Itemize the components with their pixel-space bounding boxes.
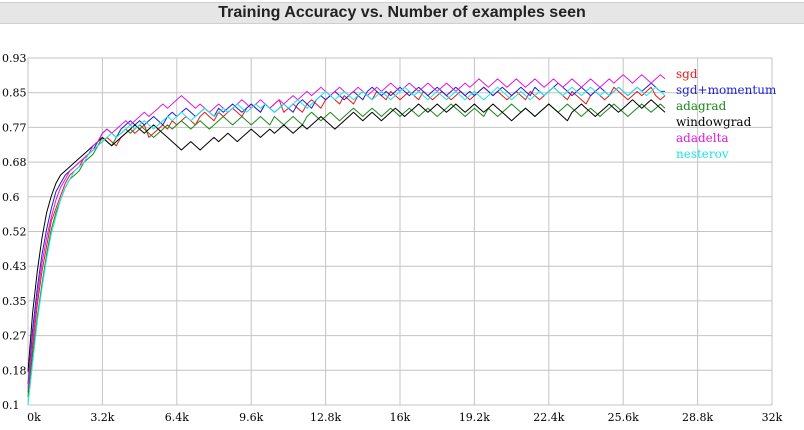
x-tick-label: 16k xyxy=(390,411,411,424)
legend-label-sgd: sgd xyxy=(676,67,698,81)
y-tick-label: 0.18 xyxy=(2,364,27,377)
y-tick-label: 0.35 xyxy=(2,295,27,308)
axis-tick-labels: 0k 3.2k 6.4k 9.6k 12.8k 16k 19.2k 22.4k 25.6k 28.… xyxy=(2,52,783,424)
series-line-nesterov xyxy=(27,86,666,406)
series-line-sgd xyxy=(27,86,666,393)
y-tick-label: 0.77 xyxy=(2,121,27,134)
x-tick-label: 22.4k xyxy=(533,411,564,424)
y-tick-label: 0.93 xyxy=(2,52,27,65)
y-tick-label: 0.85 xyxy=(2,87,27,100)
legend-label-adadelta: adadelta xyxy=(676,131,729,145)
x-tick-label: 32k xyxy=(762,411,783,424)
series-line-adagrad xyxy=(27,103,666,397)
x-tick-label: 25.6k xyxy=(608,411,639,424)
series-line-sgd-momentum xyxy=(27,82,665,385)
legend: sgd sgd+momentum adagrad windowgrad adadelta… xyxy=(676,67,777,161)
legend-label-windowgrad: windowgrad xyxy=(676,115,752,129)
x-tick-label: 6.4k xyxy=(165,411,189,424)
grid-lines xyxy=(27,57,773,406)
legend-label-sgd-momentum: sgd+momentum xyxy=(676,83,777,97)
x-tick-label: 12.8k xyxy=(310,411,341,424)
y-tick-label: 0.27 xyxy=(2,330,27,343)
y-tick-label: 0.1 xyxy=(2,399,20,412)
y-tick-label: 0.68 xyxy=(2,156,27,169)
series-line-windowgrad xyxy=(27,99,666,372)
x-tick-label: 19.2k xyxy=(459,411,490,424)
series-lines xyxy=(27,74,666,406)
y-tick-label: 0.52 xyxy=(2,226,27,239)
y-tick-label: 0.6 xyxy=(2,191,20,204)
chart-title-bar: Training Accuracy vs. Number of examples… xyxy=(0,2,804,24)
x-tick-label: 0k xyxy=(27,411,41,424)
x-tick-label: 28.8k xyxy=(682,411,713,424)
x-tick-label: 9.6k xyxy=(239,411,263,424)
legend-label-adagrad: adagrad xyxy=(676,99,727,113)
x-tick-label: 3.2k xyxy=(90,411,114,424)
legend-label-nesterov: nesterov xyxy=(676,147,729,161)
chart-title: Training Accuracy vs. Number of examples… xyxy=(218,4,586,21)
y-tick-label: 0.43 xyxy=(2,260,27,273)
